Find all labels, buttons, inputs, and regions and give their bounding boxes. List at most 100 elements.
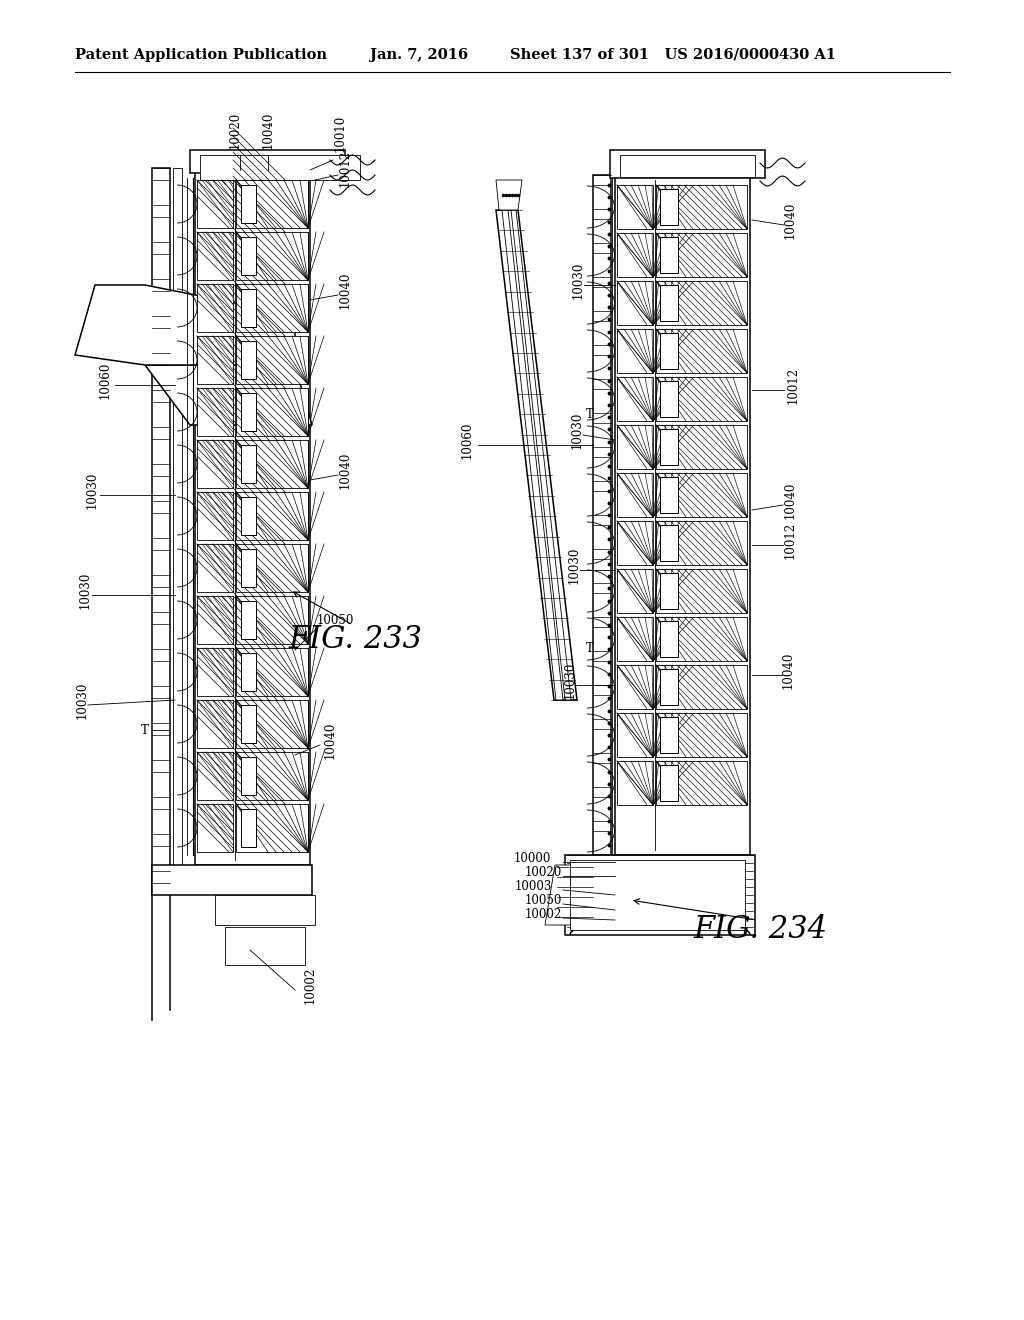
Text: 10020: 10020 bbox=[228, 111, 242, 149]
Text: 10030: 10030 bbox=[76, 681, 88, 718]
Polygon shape bbox=[617, 569, 653, 612]
Polygon shape bbox=[195, 168, 310, 865]
Polygon shape bbox=[660, 381, 678, 417]
Polygon shape bbox=[593, 176, 611, 855]
Text: 10012: 10012 bbox=[786, 367, 800, 404]
Text: 10040: 10040 bbox=[783, 202, 797, 239]
Polygon shape bbox=[617, 378, 653, 421]
Text: 10050: 10050 bbox=[316, 614, 353, 627]
Polygon shape bbox=[660, 477, 678, 513]
Polygon shape bbox=[496, 180, 522, 210]
Polygon shape bbox=[241, 601, 256, 639]
Polygon shape bbox=[197, 180, 233, 228]
Text: 10040: 10040 bbox=[261, 111, 274, 149]
Polygon shape bbox=[200, 154, 360, 180]
Polygon shape bbox=[197, 232, 233, 280]
Polygon shape bbox=[617, 665, 653, 709]
Text: 10002: 10002 bbox=[303, 966, 316, 1003]
Polygon shape bbox=[241, 445, 256, 483]
Polygon shape bbox=[660, 525, 678, 561]
Polygon shape bbox=[610, 150, 765, 178]
Text: 10010: 10010 bbox=[334, 115, 346, 152]
Polygon shape bbox=[660, 189, 678, 224]
Polygon shape bbox=[152, 865, 312, 895]
Polygon shape bbox=[656, 425, 746, 469]
Polygon shape bbox=[617, 281, 653, 325]
Polygon shape bbox=[656, 281, 746, 325]
Polygon shape bbox=[236, 752, 308, 800]
Polygon shape bbox=[545, 865, 595, 925]
Polygon shape bbox=[656, 665, 746, 709]
Polygon shape bbox=[570, 861, 745, 931]
Text: FIG. 234: FIG. 234 bbox=[693, 915, 827, 945]
Text: 10040: 10040 bbox=[781, 651, 795, 689]
Polygon shape bbox=[660, 766, 678, 801]
Text: 10002: 10002 bbox=[524, 908, 561, 920]
Polygon shape bbox=[617, 329, 653, 374]
Polygon shape bbox=[236, 284, 308, 333]
Text: 10012: 10012 bbox=[783, 521, 797, 558]
Polygon shape bbox=[236, 700, 308, 748]
Text: 10030: 10030 bbox=[571, 261, 585, 298]
Text: 10000: 10000 bbox=[513, 851, 551, 865]
Polygon shape bbox=[617, 762, 653, 805]
Text: 10003: 10003 bbox=[514, 879, 552, 892]
Polygon shape bbox=[197, 648, 233, 696]
Polygon shape bbox=[197, 388, 233, 436]
Polygon shape bbox=[236, 388, 308, 436]
Polygon shape bbox=[617, 616, 653, 661]
Polygon shape bbox=[197, 804, 233, 851]
Polygon shape bbox=[656, 762, 746, 805]
Polygon shape bbox=[660, 429, 678, 465]
Polygon shape bbox=[617, 521, 653, 565]
Polygon shape bbox=[656, 329, 746, 374]
Polygon shape bbox=[660, 669, 678, 705]
Polygon shape bbox=[617, 425, 653, 469]
Polygon shape bbox=[617, 185, 653, 228]
Text: Sheet 137 of 301   US 2016/0000430 A1: Sheet 137 of 301 US 2016/0000430 A1 bbox=[510, 48, 836, 62]
Polygon shape bbox=[617, 234, 653, 277]
Polygon shape bbox=[656, 569, 746, 612]
Polygon shape bbox=[656, 378, 746, 421]
Polygon shape bbox=[236, 232, 308, 280]
Polygon shape bbox=[656, 473, 746, 517]
Polygon shape bbox=[241, 341, 256, 379]
Text: T: T bbox=[586, 642, 594, 655]
Polygon shape bbox=[236, 544, 308, 591]
Polygon shape bbox=[660, 333, 678, 370]
Polygon shape bbox=[617, 713, 653, 756]
Polygon shape bbox=[660, 238, 678, 273]
Text: 10020: 10020 bbox=[524, 866, 561, 879]
Text: 10030: 10030 bbox=[79, 572, 91, 609]
Polygon shape bbox=[225, 927, 305, 965]
Polygon shape bbox=[511, 210, 571, 700]
Text: 10012: 10012 bbox=[339, 149, 351, 186]
Text: 10030: 10030 bbox=[85, 471, 98, 508]
Polygon shape bbox=[197, 700, 233, 748]
Polygon shape bbox=[660, 573, 678, 609]
Text: 10030: 10030 bbox=[570, 412, 584, 449]
Text: 10040: 10040 bbox=[783, 482, 797, 519]
Polygon shape bbox=[190, 150, 345, 173]
Polygon shape bbox=[660, 285, 678, 321]
Polygon shape bbox=[656, 521, 746, 565]
Polygon shape bbox=[496, 210, 577, 700]
Polygon shape bbox=[236, 180, 308, 228]
Polygon shape bbox=[620, 154, 755, 177]
Polygon shape bbox=[502, 210, 563, 700]
Polygon shape bbox=[615, 176, 750, 855]
Polygon shape bbox=[152, 168, 170, 890]
Text: Jan. 7, 2016: Jan. 7, 2016 bbox=[370, 48, 468, 62]
Polygon shape bbox=[241, 289, 256, 327]
Polygon shape bbox=[236, 804, 308, 851]
Polygon shape bbox=[236, 440, 308, 488]
Polygon shape bbox=[145, 366, 312, 425]
Polygon shape bbox=[197, 337, 233, 384]
Polygon shape bbox=[617, 473, 653, 517]
Polygon shape bbox=[236, 337, 308, 384]
Polygon shape bbox=[241, 549, 256, 587]
Polygon shape bbox=[241, 653, 256, 690]
Text: FIG. 233: FIG. 233 bbox=[288, 624, 422, 656]
Polygon shape bbox=[241, 393, 256, 432]
Text: 10060: 10060 bbox=[98, 362, 112, 399]
